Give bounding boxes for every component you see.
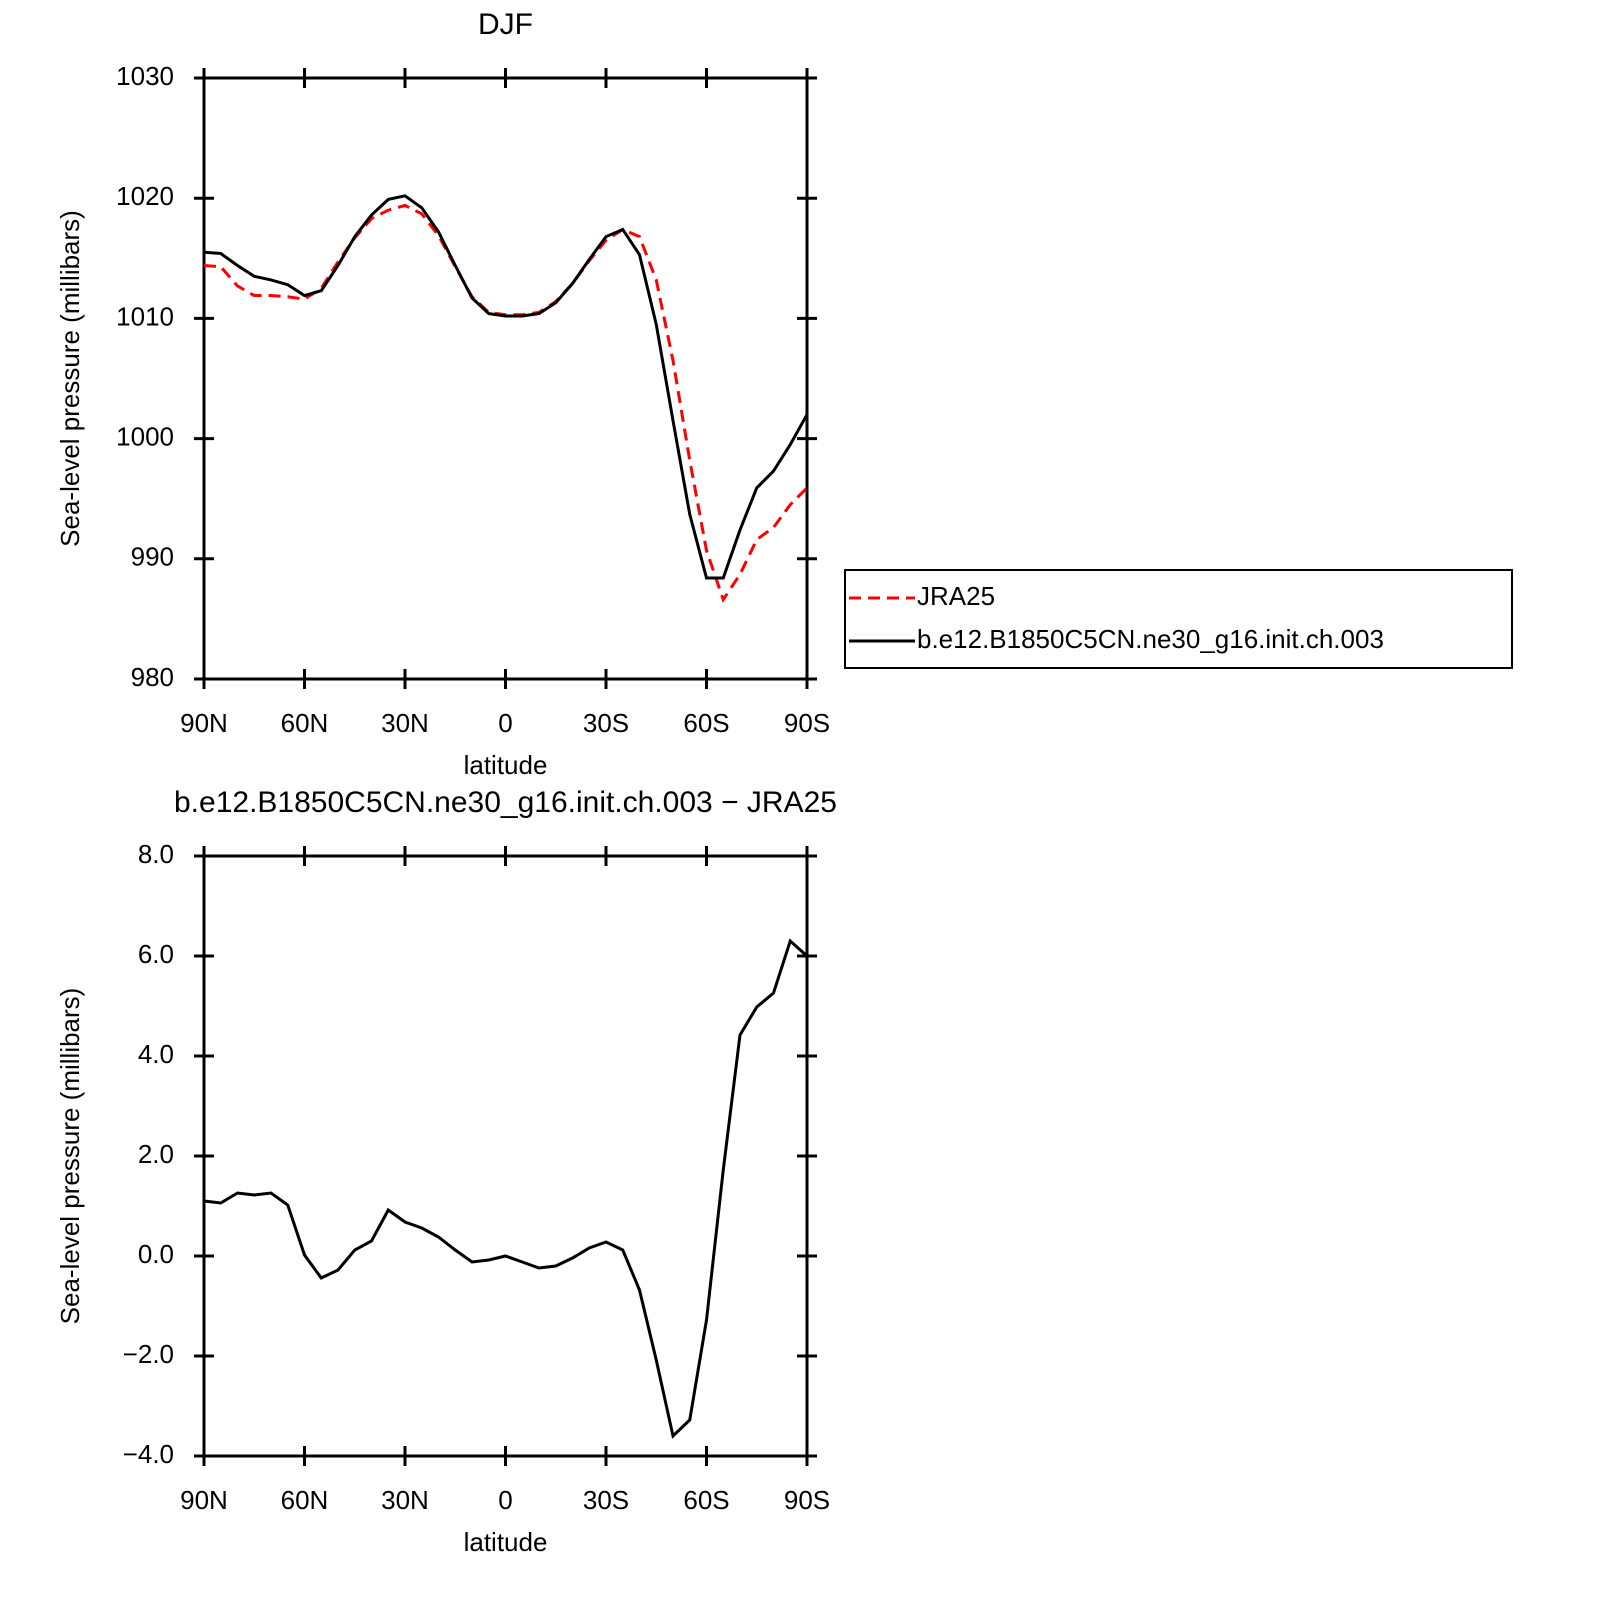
y-tick-label: 990 bbox=[131, 542, 174, 572]
y-tick-label: −4.0 bbox=[123, 1439, 174, 1469]
x-tick-label: 30N bbox=[381, 708, 429, 738]
plot-frame bbox=[202, 76, 809, 681]
x-tick-label: 60S bbox=[683, 708, 729, 738]
x-axis-label: latitude bbox=[464, 1527, 548, 1557]
x-tick-label: 30S bbox=[583, 708, 629, 738]
x-tick-label: 60S bbox=[683, 1485, 729, 1515]
x-tick-label: 30S bbox=[583, 1485, 629, 1515]
y-tick-label: 1000 bbox=[116, 421, 174, 451]
legend-label: b.e12.B1850C5CN.ne30_g16.init.ch.003 bbox=[917, 624, 1384, 654]
x-tick-label: 0 bbox=[498, 708, 512, 738]
y-tick-label: 980 bbox=[131, 662, 174, 692]
y-tick-label: 1010 bbox=[116, 301, 174, 331]
y-tick-label: −2.0 bbox=[123, 1339, 174, 1369]
x-tick-label: 90S bbox=[784, 708, 830, 738]
y-tick-label: 1020 bbox=[116, 181, 174, 211]
legend-box bbox=[844, 569, 1513, 669]
data-line bbox=[203, 938, 809, 1439]
chart-title: b.e12.B1850C5CN.ne30_g16.init.ch.003 − J… bbox=[174, 786, 837, 819]
x-tick-label: 90S bbox=[784, 1485, 830, 1515]
x-tick-label: 90N bbox=[180, 708, 228, 738]
chart-title: DJF bbox=[478, 8, 533, 41]
x-tick-label: 0 bbox=[498, 1485, 512, 1515]
y-tick-label: 6.0 bbox=[138, 939, 174, 969]
y-axis-label: Sea-level pressure (millibars) bbox=[55, 210, 85, 547]
x-tick-label: 30N bbox=[381, 1485, 429, 1515]
y-tick-label: 2.0 bbox=[138, 1139, 174, 1169]
y-tick-label: 0.0 bbox=[138, 1239, 174, 1269]
data-line bbox=[203, 194, 809, 580]
y-tick-label: 1030 bbox=[116, 61, 174, 91]
x-tick-label: 90N bbox=[180, 1485, 228, 1515]
plot-frame bbox=[202, 854, 809, 1458]
data-line bbox=[203, 203, 809, 604]
legend-label: JRA25 bbox=[917, 581, 995, 611]
y-tick-label: 4.0 bbox=[138, 1039, 174, 1069]
x-tick-label: 60N bbox=[281, 708, 329, 738]
y-axis-label: Sea-level pressure (millibars) bbox=[55, 988, 85, 1325]
y-tick-label: 8.0 bbox=[138, 839, 174, 869]
x-tick-label: 60N bbox=[281, 1485, 329, 1515]
x-axis-label: latitude bbox=[464, 750, 548, 780]
